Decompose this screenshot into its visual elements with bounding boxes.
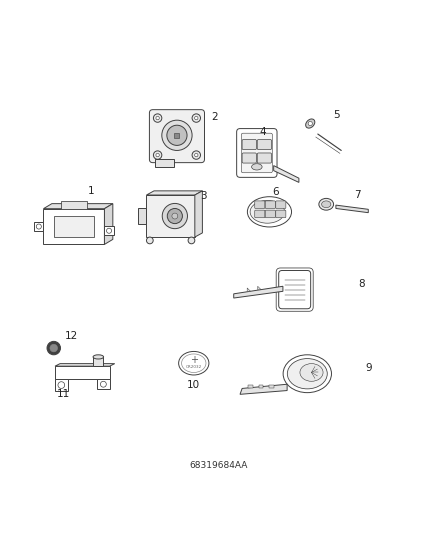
Circle shape	[308, 122, 312, 126]
Circle shape	[153, 114, 162, 122]
FancyBboxPatch shape	[43, 209, 104, 245]
Text: 11: 11	[57, 389, 70, 399]
Circle shape	[167, 125, 187, 146]
FancyBboxPatch shape	[237, 128, 277, 177]
Bar	[55, 366, 110, 379]
FancyBboxPatch shape	[276, 201, 286, 208]
Ellipse shape	[287, 359, 327, 389]
Polygon shape	[248, 385, 253, 389]
FancyBboxPatch shape	[242, 140, 256, 150]
Circle shape	[192, 151, 201, 159]
Polygon shape	[259, 385, 263, 389]
Polygon shape	[55, 364, 115, 366]
Circle shape	[58, 382, 65, 389]
Ellipse shape	[321, 201, 331, 208]
Circle shape	[50, 344, 57, 352]
Text: 1: 1	[88, 186, 94, 196]
FancyBboxPatch shape	[265, 210, 276, 217]
Text: CR2032: CR2032	[186, 365, 202, 369]
Text: +: +	[190, 355, 198, 365]
Circle shape	[156, 154, 159, 157]
Circle shape	[162, 120, 192, 150]
Text: 3: 3	[200, 191, 206, 201]
FancyBboxPatch shape	[255, 210, 265, 217]
Polygon shape	[146, 191, 202, 195]
Circle shape	[153, 151, 162, 159]
Circle shape	[156, 116, 159, 120]
Circle shape	[106, 228, 112, 233]
Ellipse shape	[247, 197, 292, 227]
Circle shape	[167, 208, 182, 224]
Bar	[146, 195, 195, 237]
Ellipse shape	[250, 200, 285, 223]
Circle shape	[172, 213, 178, 219]
Circle shape	[146, 237, 153, 244]
Text: 5: 5	[333, 110, 340, 120]
Ellipse shape	[179, 351, 209, 375]
Ellipse shape	[319, 198, 334, 210]
Bar	[138, 208, 146, 224]
Circle shape	[188, 237, 195, 244]
Ellipse shape	[306, 119, 315, 128]
Polygon shape	[258, 286, 261, 289]
Circle shape	[194, 154, 198, 157]
FancyBboxPatch shape	[257, 153, 272, 163]
Polygon shape	[43, 204, 113, 209]
Bar	[97, 379, 110, 389]
Text: 4: 4	[260, 127, 266, 137]
Bar	[54, 216, 94, 237]
Ellipse shape	[182, 354, 206, 373]
FancyBboxPatch shape	[149, 110, 205, 163]
Polygon shape	[104, 204, 113, 245]
FancyBboxPatch shape	[242, 153, 256, 163]
Text: 2: 2	[212, 112, 218, 122]
FancyBboxPatch shape	[257, 140, 272, 150]
Ellipse shape	[93, 355, 103, 359]
Polygon shape	[195, 191, 202, 237]
Bar	[34, 222, 43, 231]
Bar	[61, 201, 87, 209]
Bar	[93, 357, 103, 366]
Text: 68319684AA: 68319684AA	[190, 462, 248, 471]
Text: 6: 6	[272, 188, 279, 198]
Ellipse shape	[300, 364, 323, 381]
Circle shape	[192, 114, 201, 122]
Text: 10: 10	[187, 380, 200, 390]
Circle shape	[162, 204, 187, 229]
Bar	[104, 226, 114, 236]
Polygon shape	[247, 288, 251, 292]
Text: 7: 7	[354, 190, 361, 200]
Circle shape	[194, 116, 198, 120]
FancyBboxPatch shape	[279, 270, 311, 309]
Text: 12: 12	[64, 332, 78, 341]
Polygon shape	[240, 384, 287, 394]
Ellipse shape	[283, 355, 332, 393]
Circle shape	[47, 341, 60, 355]
Polygon shape	[336, 205, 368, 213]
Bar	[55, 379, 67, 391]
Polygon shape	[234, 286, 283, 298]
Text: 9: 9	[365, 364, 371, 373]
Circle shape	[36, 224, 41, 229]
Bar	[174, 133, 180, 138]
Polygon shape	[269, 385, 274, 389]
Ellipse shape	[251, 164, 262, 170]
FancyBboxPatch shape	[265, 201, 276, 208]
Polygon shape	[274, 166, 299, 182]
Bar	[155, 159, 174, 167]
FancyBboxPatch shape	[276, 210, 286, 217]
FancyBboxPatch shape	[241, 133, 272, 173]
Text: 8: 8	[359, 279, 365, 289]
Circle shape	[100, 381, 106, 387]
FancyBboxPatch shape	[255, 201, 265, 208]
